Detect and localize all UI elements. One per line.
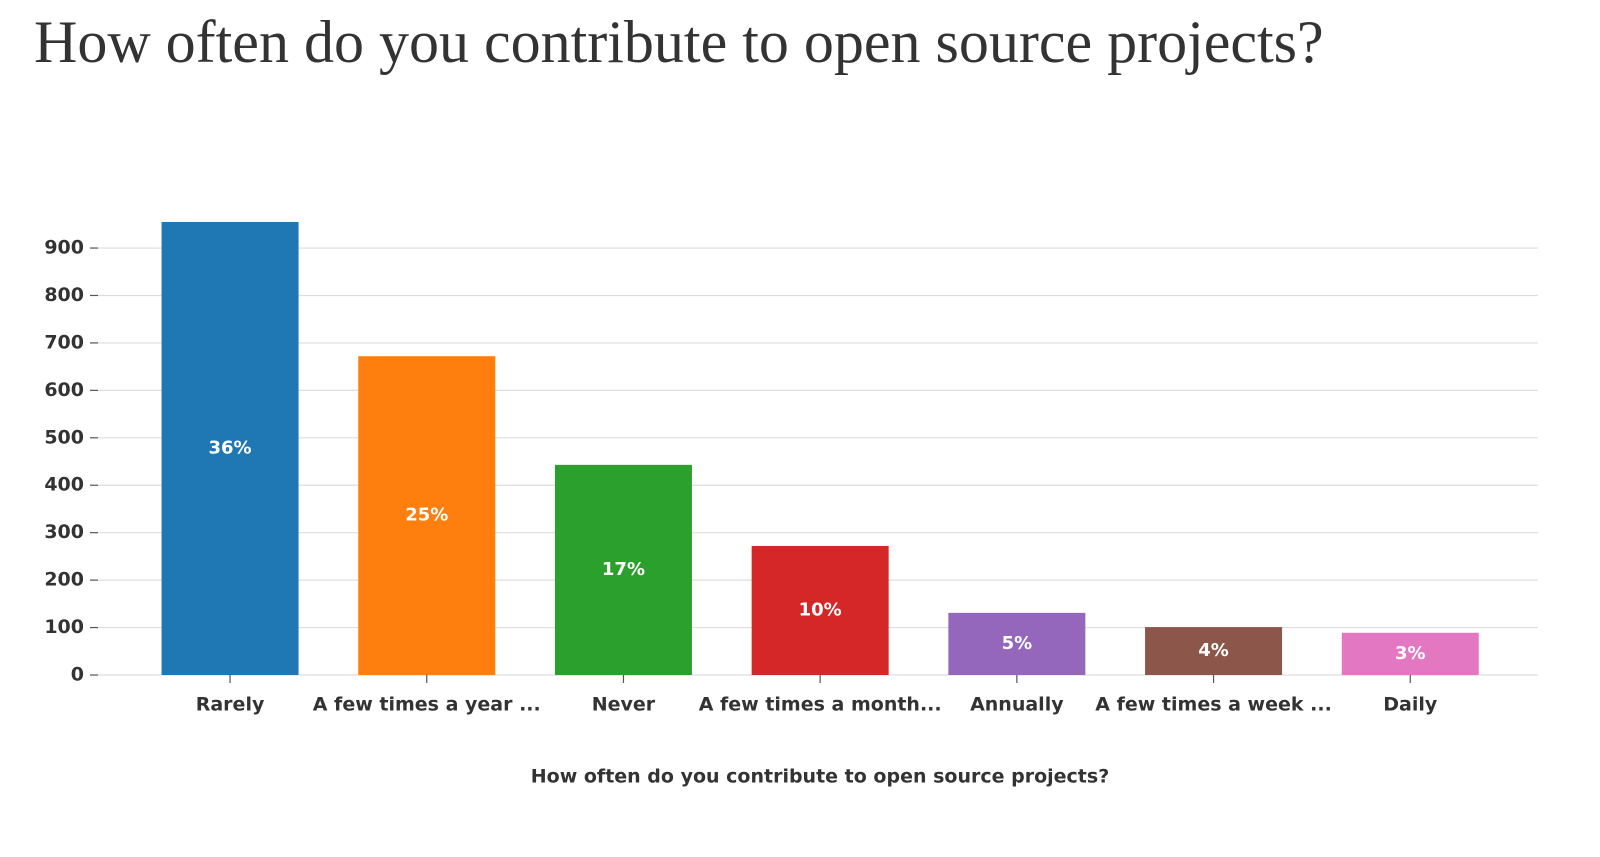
y-tick-label: 600 [44,379,84,401]
x-tick-label: A few times a week ... [1095,694,1332,716]
bar-label: 5% [1002,633,1033,654]
y-tick-label: 500 [44,426,84,448]
bar-label: 36% [209,437,252,458]
x-tick-label: Rarely [196,694,265,716]
x-tick-label: A few times a month... [699,694,942,716]
x-tick-label: A few times a year ... [313,694,541,716]
bar-label: 17% [602,559,645,580]
y-tick-label: 700 [44,331,84,353]
x-tick-label: Never [592,694,656,716]
bar [1341,632,1479,675]
y-tick-label: 200 [44,569,84,591]
y-tick-label: 800 [44,284,84,306]
bar [358,356,496,675]
y-tick-label: 300 [44,521,84,543]
bar [948,612,1086,675]
bar [1145,627,1283,675]
x-tick-label: Daily [1383,694,1438,716]
bar [751,545,889,675]
y-tick-label: 900 [44,237,84,259]
y-tick-label: 400 [44,474,84,496]
y-tick-label: 0 [71,664,84,686]
x-axis-label: How often do you contribute to open sour… [531,766,1109,788]
bar-label: 3% [1395,643,1426,664]
y-tick-label: 100 [44,616,84,638]
chart-title: How often do you contribute to open sour… [34,9,1324,75]
bar [554,464,692,675]
bar [161,221,299,675]
bar-label: 10% [799,599,842,620]
bar-label: 25% [405,505,448,526]
bar-label: 4% [1198,640,1229,661]
x-tick-label: Annually [970,694,1064,716]
